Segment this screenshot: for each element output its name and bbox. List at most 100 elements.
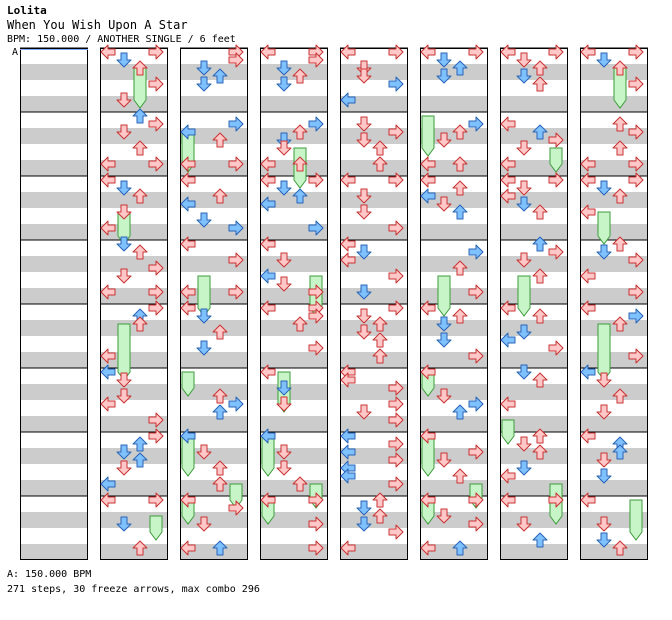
step-arrow-right bbox=[148, 44, 164, 60]
step-arrow-left bbox=[100, 492, 116, 508]
step-arrow-down bbox=[516, 324, 532, 340]
step-arrow-down bbox=[436, 52, 452, 68]
step-arrow-up bbox=[532, 236, 548, 252]
step-arrow-down bbox=[276, 76, 292, 92]
step-arrow-down bbox=[116, 180, 132, 196]
beat-band bbox=[20, 352, 88, 368]
step-arrow-up bbox=[372, 492, 388, 508]
beat-band bbox=[260, 384, 328, 400]
step-arrow-left bbox=[180, 540, 196, 556]
beat-band bbox=[340, 256, 408, 272]
step-arrow-down bbox=[436, 332, 452, 348]
step-arrow-left bbox=[180, 492, 196, 508]
step-arrow-down bbox=[516, 180, 532, 196]
step-arrow-up bbox=[612, 388, 628, 404]
step-arrow-right bbox=[148, 284, 164, 300]
beat-band bbox=[100, 448, 168, 464]
step-arrow-right bbox=[628, 284, 644, 300]
step-arrow-up bbox=[612, 188, 628, 204]
step-arrow-up bbox=[532, 204, 548, 220]
step-arrow-left bbox=[420, 156, 436, 172]
step-arrow-right bbox=[388, 436, 404, 452]
step-arrow-right bbox=[308, 172, 324, 188]
step-arrow-left bbox=[420, 188, 436, 204]
beat-band bbox=[260, 64, 328, 80]
beat-band bbox=[260, 352, 328, 368]
step-arrow-down bbox=[276, 252, 292, 268]
step-arrow-up bbox=[372, 156, 388, 172]
step-arrow-left bbox=[420, 44, 436, 60]
step-arrow-right bbox=[628, 308, 644, 324]
step-arrow-left bbox=[180, 428, 196, 444]
step-arrow-up bbox=[532, 532, 548, 548]
step-arrow-right bbox=[308, 116, 324, 132]
step-arrow-right bbox=[308, 308, 324, 324]
beat-band bbox=[180, 416, 248, 432]
step-arrow-right bbox=[628, 156, 644, 172]
step-arrow-right bbox=[228, 396, 244, 412]
step-arrow-up bbox=[372, 140, 388, 156]
step-arrow-left bbox=[500, 468, 516, 484]
step-arrow-left bbox=[580, 44, 596, 60]
step-arrow-down bbox=[596, 372, 612, 388]
beat-band bbox=[260, 192, 328, 208]
freeze-arrow-down bbox=[597, 323, 611, 381]
step-arrow-right bbox=[468, 348, 484, 364]
step-arrow-right bbox=[228, 220, 244, 236]
beat-band bbox=[180, 544, 248, 560]
step-arrow-left bbox=[500, 172, 516, 188]
beat-band bbox=[260, 416, 328, 432]
step-arrow-up bbox=[132, 540, 148, 556]
step-arrow-down bbox=[596, 516, 612, 532]
beat-band bbox=[340, 160, 408, 176]
step-arrow-up bbox=[132, 188, 148, 204]
step-arrow-up bbox=[452, 540, 468, 556]
step-arrow-left bbox=[420, 300, 436, 316]
beat-band bbox=[20, 160, 88, 176]
step-arrow-down bbox=[516, 140, 532, 156]
step-arrow-right bbox=[228, 52, 244, 68]
step-arrow-left bbox=[100, 44, 116, 60]
step-arrow-right bbox=[228, 500, 244, 516]
step-arrow-right bbox=[628, 124, 644, 140]
step-arrow-right bbox=[388, 380, 404, 396]
step-arrow-up bbox=[212, 132, 228, 148]
freeze-arrow-down bbox=[517, 275, 531, 317]
step-arrow-up bbox=[372, 316, 388, 332]
step-arrow-up bbox=[292, 124, 308, 140]
beat-band bbox=[20, 224, 88, 240]
step-arrow-right bbox=[308, 52, 324, 68]
beat-band bbox=[580, 224, 648, 240]
step-arrow-left bbox=[420, 172, 436, 188]
beat-band bbox=[20, 192, 88, 208]
step-arrow-left bbox=[500, 116, 516, 132]
step-arrow-right bbox=[468, 116, 484, 132]
beat-band bbox=[500, 256, 568, 272]
step-arrow-left bbox=[260, 268, 276, 284]
step-arrow-right bbox=[388, 44, 404, 60]
step-arrow-down bbox=[436, 316, 452, 332]
freeze-arrow-down bbox=[437, 275, 451, 317]
step-arrow-down bbox=[516, 52, 532, 68]
step-arrow-left bbox=[340, 252, 356, 268]
step-arrow-down bbox=[596, 180, 612, 196]
step-arrow-left bbox=[180, 124, 196, 140]
beat-band bbox=[20, 288, 88, 304]
step-arrow-up bbox=[292, 476, 308, 492]
step-arrow-left bbox=[100, 156, 116, 172]
beat-band bbox=[420, 224, 488, 240]
step-arrow-right bbox=[148, 76, 164, 92]
step-arrow-up bbox=[452, 156, 468, 172]
step-arrow-down bbox=[356, 132, 372, 148]
step-arrow-right bbox=[388, 300, 404, 316]
step-arrow-up bbox=[532, 76, 548, 92]
freeze-arrow-left bbox=[501, 419, 515, 445]
step-arrow-up bbox=[612, 540, 628, 556]
step-arrow-right bbox=[228, 252, 244, 268]
step-arrow-up bbox=[532, 268, 548, 284]
step-arrow-down bbox=[516, 68, 532, 84]
step-arrow-left bbox=[260, 196, 276, 212]
step-arrow-left bbox=[580, 268, 596, 284]
step-arrow-down bbox=[356, 68, 372, 84]
step-arrow-left bbox=[260, 172, 276, 188]
